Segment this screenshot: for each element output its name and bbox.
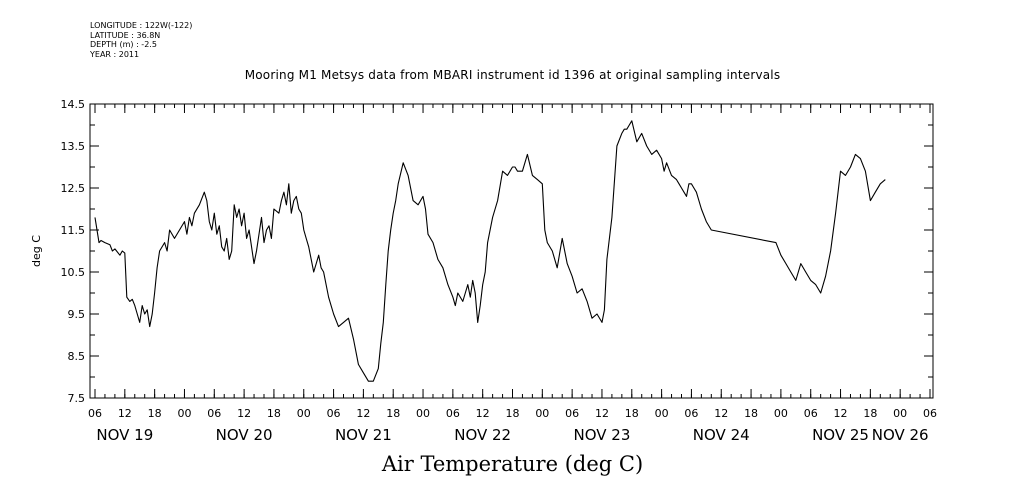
x-hour-label: 18 [625,407,639,420]
plot-frame [89,103,934,399]
x-hour-label: 00 [774,407,788,420]
y-tick-label: 8.5 [68,350,86,363]
x-hour-label: 00 [893,407,907,420]
y-tick-label: 14.5 [61,98,86,111]
x-hour-label: 18 [148,407,162,420]
x-hour-label: 00 [416,407,430,420]
x-hour-label: 18 [386,407,400,420]
x-day-label: NOV 24 [693,426,750,444]
air-temperature-line [94,120,886,382]
x-hour-label: 06 [923,407,937,420]
chart-title: Mooring M1 Metsys data from MBARI instru… [244,68,781,82]
x-hour-label: 12 [595,407,609,420]
y-tick-label: 9.5 [68,308,86,321]
y-axis-label: deg C [30,235,43,267]
x-hour-label: 12 [834,407,848,420]
x-hour-label: 18 [863,407,877,420]
x-hour-label: 00 [177,407,191,420]
depth-text: DEPTH (m) : -2.5 [90,40,157,49]
x-hour-label: 06 [207,407,221,420]
x-hour-label: 00 [655,407,669,420]
x-day-label: NOV 25 [812,426,869,444]
latitude-text: LATITUDE : 36.8N [90,30,161,40]
metadata-block: LONGITUDE : 122W(-122) LATITUDE : 36.8N … [90,21,192,59]
x-day-label: NOV 26 [872,426,929,444]
x-hour-label: 18 [506,407,520,420]
x-hour-label: 12 [237,407,251,420]
y-tick-label: 10.5 [61,266,86,279]
x-hour-label: 12 [476,407,490,420]
x-hour-label: 12 [118,407,132,420]
axes-group: 7.5 8.5 9.5 10.5 11.5 12.5 13.5 14.5 06 12 18 00 06 1… [61,98,938,444]
x-hour-label: 06 [565,407,579,420]
x-hour-label: 18 [744,407,758,420]
x-day-label: NOV 21 [335,426,392,444]
y-tick-label: 11.5 [61,224,86,237]
bottom-title: Air Temperature (deg C) [381,452,644,476]
y-tick-label: 13.5 [61,140,86,153]
x-day-label: NOV 23 [574,426,631,444]
y-tick-label: 12.5 [61,182,86,195]
x-hour-label: 12 [356,407,370,420]
series-layer [94,120,886,382]
x-hour-label: 06 [446,407,460,420]
longitude-text: LONGITUDE : 122W(-122) [90,21,193,30]
year-text: YEAR : 2011 [90,49,140,59]
x-hour-label: 00 [535,407,549,420]
x-hour-label: 06 [684,407,698,420]
x-day-label: NOV 22 [454,426,511,444]
x-hour-label: 06 [327,407,341,420]
x-hour-label: 12 [714,407,728,420]
x-hour-label: 18 [267,407,281,420]
x-day-label: NOV 19 [96,426,153,444]
x-day-label: NOV 20 [216,426,273,444]
x-hour-label: 06 [804,407,818,420]
y-tick-label: 7.5 [68,392,86,405]
x-hour-label: 06 [88,407,102,420]
x-hour-label: 00 [297,407,311,420]
